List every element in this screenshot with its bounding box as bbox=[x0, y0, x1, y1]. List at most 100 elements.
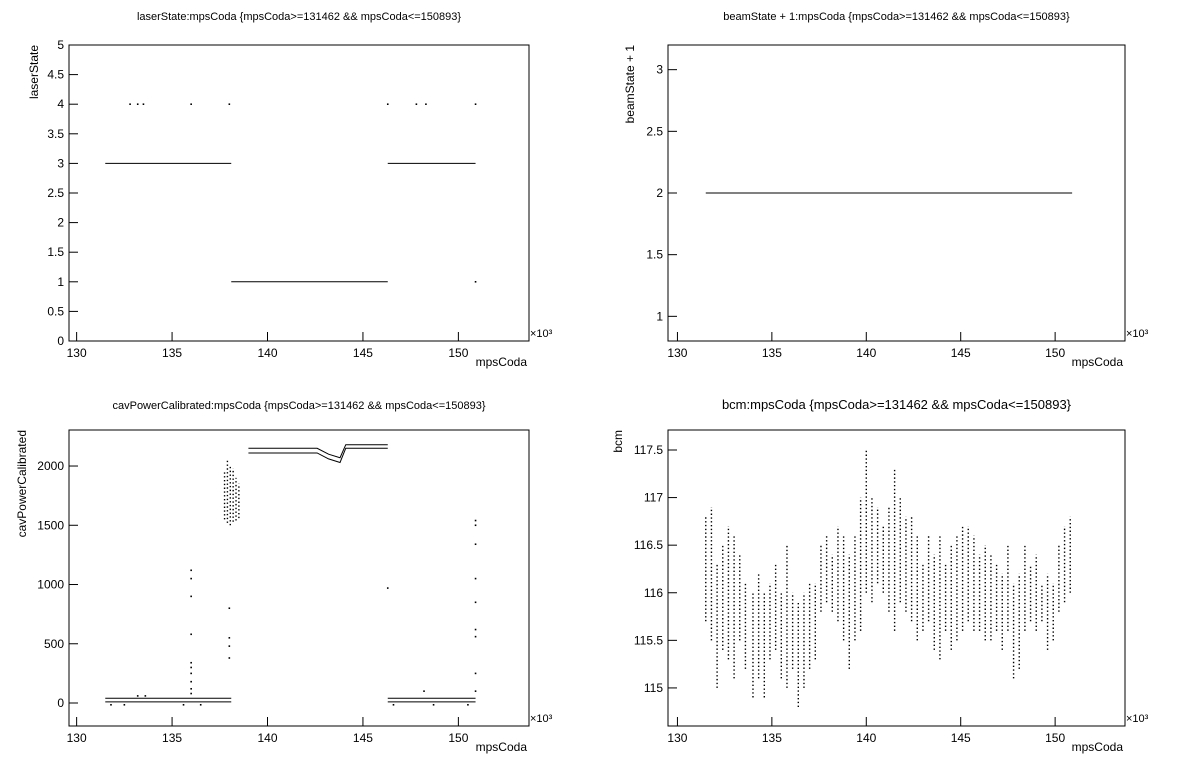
data-point bbox=[190, 595, 192, 598]
data-point bbox=[423, 690, 425, 692]
y-tick-label: 116 bbox=[644, 586, 663, 600]
y-tick-label: 2000 bbox=[37, 459, 64, 473]
x-axis-label: mpsCoda bbox=[476, 355, 528, 369]
chart-title: beamState + 1:mpsCoda {mpsCoda>=131462 &… bbox=[723, 11, 1070, 23]
x-tick-label: 140 bbox=[257, 731, 277, 745]
x-tick-label: 140 bbox=[856, 346, 876, 360]
data-point bbox=[144, 695, 147, 697]
y-tick-label: 1.5 bbox=[47, 245, 64, 259]
x-tick-label: 130 bbox=[67, 346, 87, 360]
x-scale-label: ×10³ bbox=[530, 713, 553, 725]
y-tick-label: 0 bbox=[57, 696, 64, 710]
y-tick-label: 115.5 bbox=[634, 633, 663, 647]
data-point bbox=[142, 103, 145, 105]
x-tick-label: 130 bbox=[667, 731, 687, 745]
data-point bbox=[190, 661, 192, 664]
data-point bbox=[228, 103, 231, 105]
x-axis-label: mpsCoda bbox=[1072, 740, 1124, 754]
y-tick-label: 2 bbox=[57, 216, 64, 230]
data-point bbox=[228, 657, 231, 659]
data-point bbox=[190, 633, 192, 636]
data-point bbox=[129, 103, 131, 105]
data-point bbox=[474, 524, 477, 527]
data-point bbox=[190, 577, 192, 580]
y-tick-label: 3 bbox=[57, 156, 64, 170]
y-tick-label: 1.5 bbox=[646, 248, 663, 262]
y-tick-label: 117 bbox=[644, 491, 663, 505]
y-tick-label: 500 bbox=[44, 637, 64, 651]
data-point bbox=[190, 687, 192, 690]
x-tick-label: 140 bbox=[257, 346, 277, 360]
data-point bbox=[474, 577, 477, 580]
y-tick-label: 1 bbox=[656, 309, 663, 323]
data-point bbox=[123, 703, 126, 706]
data-point bbox=[467, 703, 469, 706]
x-tick-label: 145 bbox=[951, 731, 971, 745]
y-tick-label: 4.5 bbox=[47, 68, 64, 82]
x-tick-label: 135 bbox=[162, 346, 182, 360]
data-point bbox=[190, 692, 192, 695]
data-line bbox=[105, 444, 476, 703]
x-tick-label: 135 bbox=[162, 731, 182, 745]
data-point bbox=[392, 703, 395, 706]
y-tick-label: 1 bbox=[57, 275, 64, 289]
y-tick-label: 2.5 bbox=[646, 124, 663, 138]
y-tick-label: 1000 bbox=[37, 578, 64, 592]
x-tick-label: 135 bbox=[762, 346, 782, 360]
data-point bbox=[474, 601, 477, 604]
data-point bbox=[190, 672, 192, 675]
y-tick-label: 1500 bbox=[37, 518, 64, 532]
panel: laserState:mpsCoda {mpsCoda>=131462 && m… bbox=[27, 11, 553, 369]
panel: bcm:mpsCoda {mpsCoda>=131462 && mpsCoda<… bbox=[611, 397, 1149, 754]
data-point bbox=[190, 569, 192, 572]
data-line bbox=[105, 162, 476, 283]
y-tick-label: 2.5 bbox=[47, 186, 64, 200]
data-point bbox=[228, 637, 231, 639]
x-tick-label: 140 bbox=[856, 731, 876, 745]
y-tick-label: 0.5 bbox=[47, 304, 64, 318]
plot-frame bbox=[667, 429, 1126, 727]
x-tick-label: 150 bbox=[1045, 346, 1065, 360]
chart-title: bcm:mpsCoda {mpsCoda>=131462 && mpsCoda<… bbox=[722, 397, 1072, 412]
data-point bbox=[474, 628, 477, 631]
data-point bbox=[110, 703, 112, 706]
y-tick-label: 0 bbox=[57, 334, 64, 348]
chart-title: cavPowerCalibrated:mpsCoda {mpsCoda>=131… bbox=[112, 400, 485, 412]
y-tick-label: 116.5 bbox=[634, 538, 663, 552]
x-tick-label: 150 bbox=[1045, 731, 1065, 745]
y-axis-label: cavPowerCalibrated bbox=[15, 430, 29, 537]
data-point bbox=[386, 587, 389, 589]
data-point bbox=[190, 103, 192, 105]
x-axis-label: mpsCoda bbox=[1072, 355, 1124, 369]
data-point bbox=[386, 103, 389, 105]
panel: cavPowerCalibrated:mpsCoda {mpsCoda>=131… bbox=[15, 400, 553, 754]
x-axis-label: mpsCoda bbox=[476, 740, 528, 754]
data-point bbox=[136, 695, 139, 697]
x-tick-label: 145 bbox=[353, 731, 373, 745]
y-tick-label: 3 bbox=[656, 63, 663, 77]
x-scale-label: ×10³ bbox=[530, 328, 553, 340]
y-axis-label: bcm bbox=[611, 430, 625, 453]
x-tick-label: 135 bbox=[762, 731, 782, 745]
x-tick-label: 145 bbox=[951, 346, 971, 360]
data-point bbox=[474, 635, 477, 638]
x-scale-label: ×10³ bbox=[1126, 713, 1149, 725]
data-point bbox=[190, 666, 192, 669]
data-point bbox=[474, 519, 477, 522]
data-point bbox=[199, 703, 202, 706]
data-point bbox=[228, 645, 231, 647]
y-axis-label: beamState + 1 bbox=[623, 45, 637, 124]
data-point bbox=[425, 103, 427, 105]
y-axis-label: laserState bbox=[27, 45, 41, 99]
data-point bbox=[474, 690, 477, 692]
data-point bbox=[182, 703, 185, 706]
x-tick-label: 150 bbox=[448, 346, 468, 360]
y-tick-label: 3.5 bbox=[47, 127, 64, 141]
data-point bbox=[228, 607, 231, 610]
chart-title: laserState:mpsCoda {mpsCoda>=131462 && m… bbox=[137, 11, 461, 23]
y-tick-label: 5 bbox=[57, 38, 64, 52]
data-point bbox=[474, 103, 477, 105]
x-tick-label: 130 bbox=[67, 731, 87, 745]
data-point bbox=[474, 543, 477, 546]
